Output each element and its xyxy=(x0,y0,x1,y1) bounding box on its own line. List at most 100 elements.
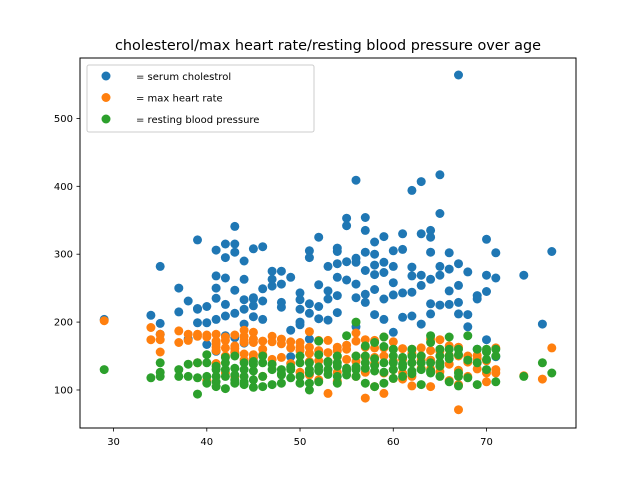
x-tick-label: 60 xyxy=(387,437,400,448)
data-point xyxy=(435,300,445,310)
data-point xyxy=(370,338,380,347)
data-point xyxy=(360,297,370,307)
data-point xyxy=(351,293,361,303)
data-point xyxy=(416,365,426,375)
data-point xyxy=(379,351,389,361)
data-point xyxy=(174,283,184,293)
data-point xyxy=(342,221,352,231)
data-point xyxy=(295,288,305,298)
data-point xyxy=(174,371,184,381)
data-point xyxy=(258,371,268,381)
data-point xyxy=(267,337,277,347)
data-point xyxy=(426,232,436,242)
data-point xyxy=(379,342,389,351)
data-point xyxy=(388,365,398,375)
data-point xyxy=(351,175,361,185)
data-point xyxy=(193,358,202,368)
data-point xyxy=(360,351,370,361)
data-point xyxy=(211,371,221,381)
data-point xyxy=(193,331,202,341)
data-point xyxy=(370,270,380,280)
data-point xyxy=(183,335,193,345)
data-point xyxy=(295,320,305,330)
data-point xyxy=(537,319,547,329)
data-point xyxy=(304,348,314,358)
data-point xyxy=(323,357,333,366)
data-point xyxy=(351,336,361,346)
data-point xyxy=(276,370,286,380)
data-point xyxy=(99,365,109,375)
data-point xyxy=(258,242,268,252)
data-point xyxy=(435,209,445,218)
data-point xyxy=(193,318,202,328)
data-point xyxy=(463,373,473,383)
data-point xyxy=(286,373,296,383)
data-point xyxy=(314,336,324,346)
series-0 xyxy=(99,70,557,362)
data-point xyxy=(435,270,445,280)
data-point xyxy=(482,365,491,375)
data-point xyxy=(407,351,417,361)
data-point xyxy=(230,247,240,257)
series-2 xyxy=(99,317,557,399)
data-point xyxy=(304,385,314,395)
data-point xyxy=(239,358,249,368)
data-point xyxy=(482,377,491,387)
data-point xyxy=(519,371,529,381)
data-point xyxy=(267,380,277,390)
data-point xyxy=(295,371,305,381)
data-point xyxy=(435,371,445,381)
data-point xyxy=(435,344,445,354)
data-point xyxy=(370,310,380,320)
data-point xyxy=(314,366,324,376)
data-point xyxy=(342,257,352,267)
data-point xyxy=(547,368,557,378)
data-point xyxy=(379,268,389,277)
data-point xyxy=(155,347,165,357)
legend-label: = resting blood pressure xyxy=(136,115,259,126)
data-point xyxy=(323,335,333,345)
data-point xyxy=(146,310,156,320)
data-point xyxy=(220,299,230,309)
data-point xyxy=(360,341,370,351)
data-point xyxy=(304,368,314,378)
data-point xyxy=(314,280,324,290)
data-point xyxy=(398,362,408,372)
data-point xyxy=(183,359,193,369)
data-point xyxy=(444,332,454,342)
data-point xyxy=(230,239,240,249)
data-point xyxy=(388,344,398,354)
data-point xyxy=(202,350,212,360)
data-point xyxy=(416,280,426,290)
data-point xyxy=(407,344,417,354)
data-point xyxy=(482,234,491,244)
data-point xyxy=(379,294,389,304)
data-point xyxy=(220,384,230,394)
data-point xyxy=(323,286,333,296)
data-point xyxy=(360,266,370,275)
data-point xyxy=(388,261,398,271)
data-point xyxy=(407,358,417,368)
data-point xyxy=(463,322,473,332)
data-point xyxy=(248,301,258,311)
data-point xyxy=(416,229,426,239)
data-point xyxy=(304,299,314,309)
data-point xyxy=(230,330,240,340)
data-point xyxy=(323,348,333,358)
data-point xyxy=(342,331,352,341)
data-point xyxy=(454,70,463,80)
data-point xyxy=(491,368,501,378)
data-point xyxy=(351,257,361,267)
data-point xyxy=(444,377,454,387)
data-point xyxy=(332,351,342,361)
data-point xyxy=(482,287,491,296)
data-point xyxy=(472,380,482,390)
data-point xyxy=(426,247,436,257)
data-point xyxy=(547,343,557,353)
data-point xyxy=(202,318,212,328)
data-point xyxy=(454,309,463,319)
data-point xyxy=(398,352,408,362)
data-point xyxy=(258,284,268,294)
data-point xyxy=(370,249,380,259)
y-tick-label: 300 xyxy=(54,250,73,261)
